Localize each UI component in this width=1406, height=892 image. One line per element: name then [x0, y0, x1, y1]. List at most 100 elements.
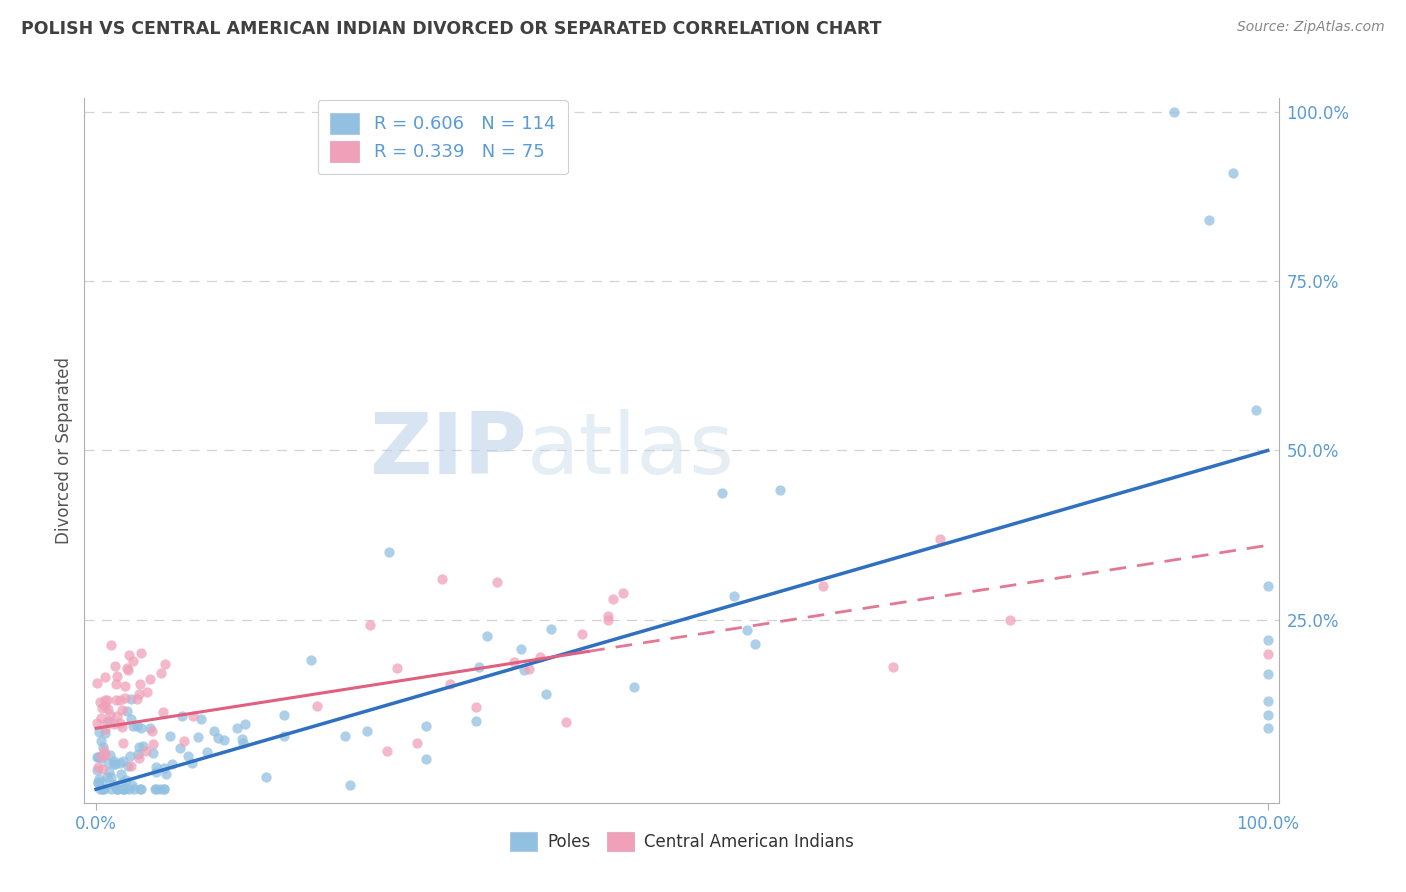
Y-axis label: Divorced or Separated: Divorced or Separated: [55, 357, 73, 544]
Point: [1257, 633, 1279, 648]
Point: [129, 646, 152, 660]
Point: [89, 772, 111, 786]
Point: [811, 579, 834, 593]
Point: [162, 757, 184, 772]
Point: [111, 720, 134, 734]
Point: [125, 718, 148, 732]
Point: [115, 704, 138, 718]
Point: [104, 693, 127, 707]
Text: Source: ZipAtlas.com: Source: ZipAtlas.com: [1237, 20, 1385, 34]
Point: [129, 781, 152, 796]
Point: [169, 741, 191, 756]
Point: [1257, 721, 1279, 735]
Point: [744, 637, 766, 651]
Point: [1244, 402, 1267, 417]
Point: [181, 709, 204, 723]
Point: [149, 781, 172, 796]
Point: [415, 752, 437, 766]
Point: [111, 781, 134, 796]
Point: [91, 781, 114, 796]
Point: [86, 716, 108, 731]
Point: [159, 729, 181, 743]
Point: [118, 648, 141, 662]
Text: POLISH VS CENTRAL AMERICAN INDIAN DIVORCED OR SEPARATED CORRELATION CHART: POLISH VS CENTRAL AMERICAN INDIAN DIVORC…: [21, 20, 882, 37]
Point: [93, 744, 115, 758]
Point: [475, 629, 498, 643]
Point: [86, 675, 108, 690]
Point: [97, 702, 120, 716]
Point: [87, 760, 110, 774]
Point: [513, 664, 536, 678]
Point: [105, 677, 128, 691]
Point: [150, 665, 173, 680]
Point: [406, 737, 429, 751]
Point: [96, 770, 118, 784]
Point: [623, 680, 645, 694]
Point: [120, 712, 142, 726]
Point: [117, 759, 139, 773]
Point: [1198, 213, 1220, 227]
Point: [93, 698, 115, 713]
Point: [96, 693, 118, 707]
Point: [233, 716, 256, 731]
Point: [339, 778, 361, 792]
Point: [439, 677, 461, 691]
Point: [882, 660, 904, 674]
Text: atlas: atlas: [527, 409, 734, 492]
Point: [89, 695, 111, 709]
Point: [375, 744, 398, 758]
Point: [415, 719, 437, 733]
Point: [138, 672, 160, 686]
Point: [737, 623, 759, 637]
Point: [110, 766, 132, 780]
Point: [121, 778, 143, 792]
Point: [128, 687, 150, 701]
Point: [128, 751, 150, 765]
Point: [91, 739, 114, 754]
Point: [378, 545, 401, 559]
Point: [122, 781, 145, 796]
Point: [141, 724, 163, 739]
Point: [135, 743, 157, 757]
Point: [273, 729, 295, 743]
Point: [1257, 579, 1279, 593]
Point: [94, 692, 117, 706]
Point: [127, 747, 149, 761]
Point: [98, 748, 121, 763]
Point: [152, 705, 174, 719]
Point: [94, 722, 117, 736]
Point: [100, 781, 122, 796]
Point: [177, 748, 200, 763]
Point: [104, 658, 127, 673]
Point: [100, 770, 122, 784]
Point: [97, 756, 120, 771]
Point: [104, 756, 127, 771]
Point: [115, 661, 138, 675]
Point: [155, 766, 177, 780]
Point: [90, 710, 112, 724]
Point: [120, 692, 142, 706]
Point: [202, 723, 225, 738]
Point: [153, 657, 176, 671]
Point: [928, 532, 950, 546]
Point: [90, 734, 112, 748]
Point: [254, 770, 277, 784]
Point: [195, 745, 218, 759]
Point: [105, 781, 128, 796]
Point: [723, 589, 745, 603]
Point: [1257, 667, 1279, 681]
Point: [90, 762, 112, 776]
Point: [602, 591, 624, 606]
Point: [111, 736, 134, 750]
Point: [502, 655, 524, 669]
Point: [131, 739, 153, 753]
Point: [114, 690, 136, 705]
Point: [540, 622, 562, 636]
Point: [128, 677, 150, 691]
Point: [207, 731, 229, 745]
Point: [152, 781, 174, 796]
Point: [129, 781, 152, 796]
Point: [485, 575, 508, 590]
Point: [173, 734, 195, 748]
Point: [125, 692, 148, 706]
